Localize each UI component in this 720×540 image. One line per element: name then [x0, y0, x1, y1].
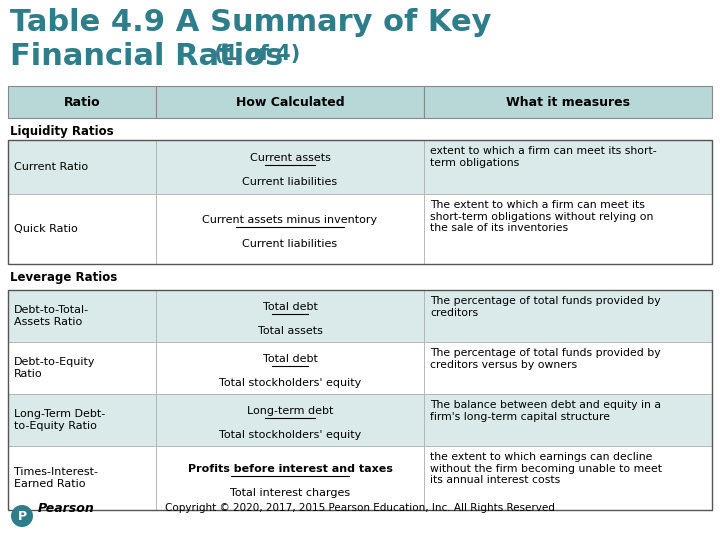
Bar	[156, 86, 424, 118]
Bar	[424, 86, 712, 118]
Text: Debt-to-Equity
Ratio: Debt-to-Equity Ratio	[14, 357, 96, 379]
Text: Long-Term Debt-
to-Equity Ratio: Long-Term Debt- to-Equity Ratio	[14, 409, 105, 431]
Bar	[8, 140, 156, 194]
Bar	[424, 290, 712, 342]
Bar	[8, 194, 156, 264]
Bar	[156, 140, 424, 194]
Text: Total stockholders' equity: Total stockholders' equity	[219, 430, 361, 440]
Bar	[424, 394, 712, 446]
Text: Current assets: Current assets	[250, 153, 330, 163]
Text: extent to which a firm can meet its short-
term obligations: extent to which a firm can meet its shor…	[430, 146, 657, 167]
Bar	[156, 394, 424, 446]
Bar	[8, 140, 712, 264]
Text: Current assets minus inventory: Current assets minus inventory	[202, 215, 377, 225]
Text: Financial Ratios: Financial Ratios	[10, 42, 284, 71]
Text: (1 of 4): (1 of 4)	[207, 44, 300, 64]
Bar	[424, 194, 712, 264]
Text: What it measures: What it measures	[506, 96, 630, 109]
Text: Total debt: Total debt	[263, 354, 318, 364]
Text: Pearson: Pearson	[38, 502, 95, 515]
Bar	[8, 86, 156, 118]
Text: Total stockholders' equity: Total stockholders' equity	[219, 378, 361, 388]
Text: Profits before interest and taxes: Profits before interest and taxes	[188, 464, 392, 474]
Text: The percentage of total funds provided by
creditors: The percentage of total funds provided b…	[430, 296, 661, 318]
Text: Quick Ratio: Quick Ratio	[14, 224, 78, 234]
Text: Times-Interest-
Earned Ratio: Times-Interest- Earned Ratio	[14, 467, 98, 489]
Bar	[8, 342, 156, 394]
Bar	[424, 446, 712, 510]
Text: Total debt: Total debt	[263, 302, 318, 312]
Text: The extent to which a firm can meet its
short-term obligations without relying o: The extent to which a firm can meet its …	[430, 200, 653, 233]
Text: Table 4.9 A Summary of Key: Table 4.9 A Summary of Key	[10, 8, 492, 37]
Text: Current liabilities: Current liabilities	[243, 239, 338, 249]
Text: The balance between debt and equity in a
firm's long-term capital structure: The balance between debt and equity in a…	[430, 400, 661, 422]
Text: Long-term debt: Long-term debt	[247, 406, 333, 416]
Text: Total interest charges: Total interest charges	[230, 488, 350, 498]
Text: Copyright © 2020, 2017, 2015 Pearson Education, Inc. All Rights Reserved: Copyright © 2020, 2017, 2015 Pearson Edu…	[165, 503, 555, 513]
Text: Liquidity Ratios: Liquidity Ratios	[10, 125, 114, 138]
Bar	[424, 342, 712, 394]
Bar	[8, 290, 712, 510]
Text: The percentage of total funds provided by
creditors versus by owners: The percentage of total funds provided b…	[430, 348, 661, 369]
Bar	[424, 140, 712, 194]
Bar	[156, 446, 424, 510]
Text: How Calculated: How Calculated	[235, 96, 344, 109]
Text: Current Ratio: Current Ratio	[14, 162, 88, 172]
Bar	[8, 446, 156, 510]
Bar	[8, 394, 156, 446]
Text: the extent to which earnings can decline
without the firm becoming unable to mee: the extent to which earnings can decline…	[430, 452, 662, 485]
Text: Leverage Ratios: Leverage Ratios	[10, 271, 117, 284]
Text: Ratio: Ratio	[63, 96, 100, 109]
Bar	[8, 290, 156, 342]
Circle shape	[11, 505, 33, 527]
Text: P: P	[17, 510, 27, 523]
Text: Debt-to-Total-
Assets Ratio: Debt-to-Total- Assets Ratio	[14, 305, 89, 327]
Text: Total assets: Total assets	[258, 326, 323, 336]
Text: Current liabilities: Current liabilities	[243, 177, 338, 187]
Bar	[156, 194, 424, 264]
Bar	[156, 290, 424, 342]
Bar	[156, 342, 424, 394]
